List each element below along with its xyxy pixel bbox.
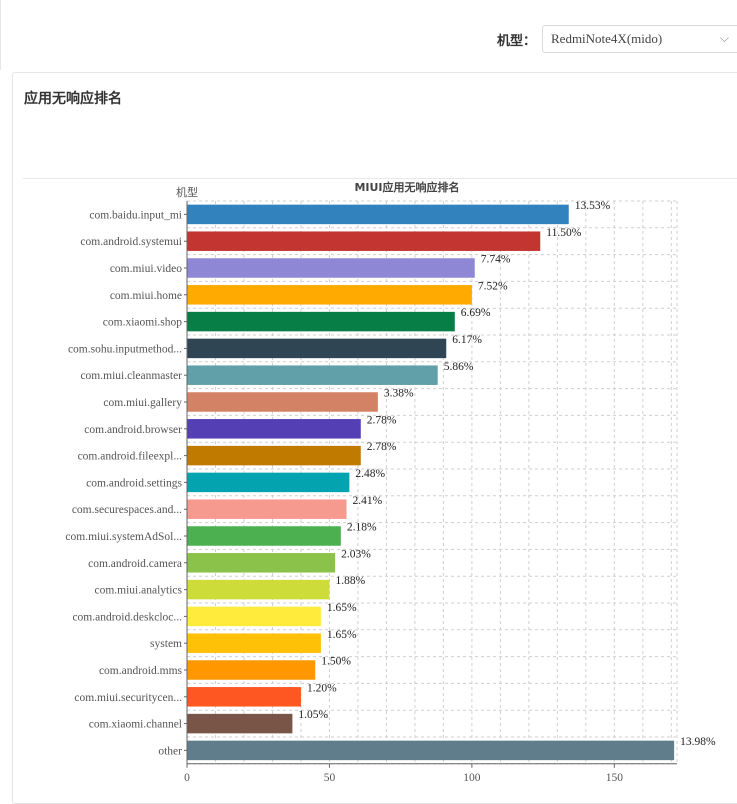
model-select[interactable]: RedmiNote4X(mido) ⌵ <box>542 25 737 53</box>
model-filter: 机型： RedmiNote4X(mido) ⌵ <box>497 24 737 54</box>
data-label: 6.69% <box>461 307 491 319</box>
category-label: com.xiaomi.channel <box>89 719 182 731</box>
data-label: 6.17% <box>452 334 482 346</box>
bar-3[interactable] <box>187 285 472 305</box>
y-axis-name: 机型 <box>176 185 198 199</box>
category-label: com.miui.systemAdSol... <box>65 531 182 543</box>
category-label: com.xiaomi.shop <box>103 317 182 329</box>
category-label: com.android.camera <box>88 558 182 570</box>
data-label: 2.03% <box>341 548 371 560</box>
data-label: 1.20% <box>307 682 337 694</box>
bar-1[interactable] <box>187 231 541 251</box>
bar-15[interactable] <box>187 606 321 627</box>
category-label: com.android.mms <box>99 665 183 677</box>
category-label: other <box>158 745 182 757</box>
category-label: com.android.settings <box>86 477 182 489</box>
data-label: 13.98% <box>680 736 716 748</box>
bar-19[interactable] <box>187 713 293 734</box>
anr-ranking-panel: 应用无响应排名 <box>12 72 737 804</box>
bar-5[interactable] <box>187 338 447 359</box>
bar-13[interactable] <box>187 553 336 573</box>
bar-7[interactable] <box>187 392 378 412</box>
category-label: com.miui.gallery <box>103 397 182 409</box>
category-label: com.miui.home <box>110 290 182 302</box>
x-tick-label: 100 <box>463 772 481 784</box>
panel-divider <box>23 178 737 179</box>
data-label: 2.18% <box>347 522 377 534</box>
category-label: com.android.systemui <box>80 236 182 248</box>
bar-12[interactable] <box>187 526 341 546</box>
data-label: 11.50% <box>546 227 581 239</box>
data-label: 1.50% <box>321 656 351 668</box>
data-label: 5.86% <box>444 361 474 373</box>
x-tick-label: 150 <box>606 772 624 784</box>
model-select-value: RedmiNote4X(mido) <box>551 31 663 46</box>
category-label: com.securespaces.and... <box>72 504 182 516</box>
page-left-border <box>0 0 1 70</box>
category-label: com.android.browser <box>84 424 182 436</box>
bar-9[interactable] <box>187 445 361 466</box>
category-label: system <box>150 638 182 650</box>
data-label: 2.78% <box>367 441 397 453</box>
bar-8[interactable] <box>187 419 361 439</box>
bar-0[interactable] <box>187 204 569 225</box>
category-label: com.android.fileexpl... <box>78 451 183 463</box>
data-label: 3.38% <box>384 388 414 400</box>
category-label: com.android.deskcloc... <box>72 611 182 623</box>
bar-2[interactable] <box>187 258 475 278</box>
data-label: 1.65% <box>327 602 357 614</box>
axes: com.baidu.input_mi com.android.systemui co… <box>65 201 677 784</box>
x-tick-label: 0 <box>184 772 190 784</box>
category-label: com.miui.analytics <box>94 585 182 597</box>
data-label: 1.65% <box>327 629 357 641</box>
category-label: com.sohu.inputmethod... <box>68 343 182 355</box>
bar-11[interactable] <box>187 499 347 519</box>
data-label: 7.52% <box>478 280 508 292</box>
data-label: 1.05% <box>298 709 328 721</box>
bar-10[interactable] <box>187 472 350 493</box>
data-label: 7.74% <box>481 254 511 266</box>
bar-17[interactable] <box>187 660 316 680</box>
data-label: 2.41% <box>353 495 383 507</box>
bar-4[interactable] <box>187 311 455 332</box>
x-tick-label: 50 <box>324 772 336 784</box>
category-label: com.miui.video <box>110 263 182 275</box>
category-label: com.baidu.input_mi <box>89 209 182 221</box>
data-label: 13.53% <box>575 200 611 212</box>
data-label: 1.88% <box>335 575 365 587</box>
model-filter-label: 机型： <box>496 32 536 48</box>
data-label: 2.78% <box>367 414 397 426</box>
chevron-down-icon: ⌵ <box>719 31 729 45</box>
bar-6[interactable] <box>187 365 438 385</box>
bar-16[interactable] <box>187 633 321 653</box>
chart-title: MIUI应用无响应排名 <box>354 180 459 194</box>
bar-20[interactable] <box>187 740 675 761</box>
bars: 13.53% 11.50% 7.74% 7.52% 6.69% 6.17% 5.86% 3.3… <box>187 200 716 761</box>
category-label: com.miui.securitycen... <box>74 692 182 704</box>
bar-18[interactable] <box>187 687 301 707</box>
panel-title: 应用无响应排名 <box>24 90 122 106</box>
data-label: 2.48% <box>355 468 385 480</box>
category-label: com.miui.cleanmaster <box>80 370 182 382</box>
bar-14[interactable] <box>187 579 330 600</box>
